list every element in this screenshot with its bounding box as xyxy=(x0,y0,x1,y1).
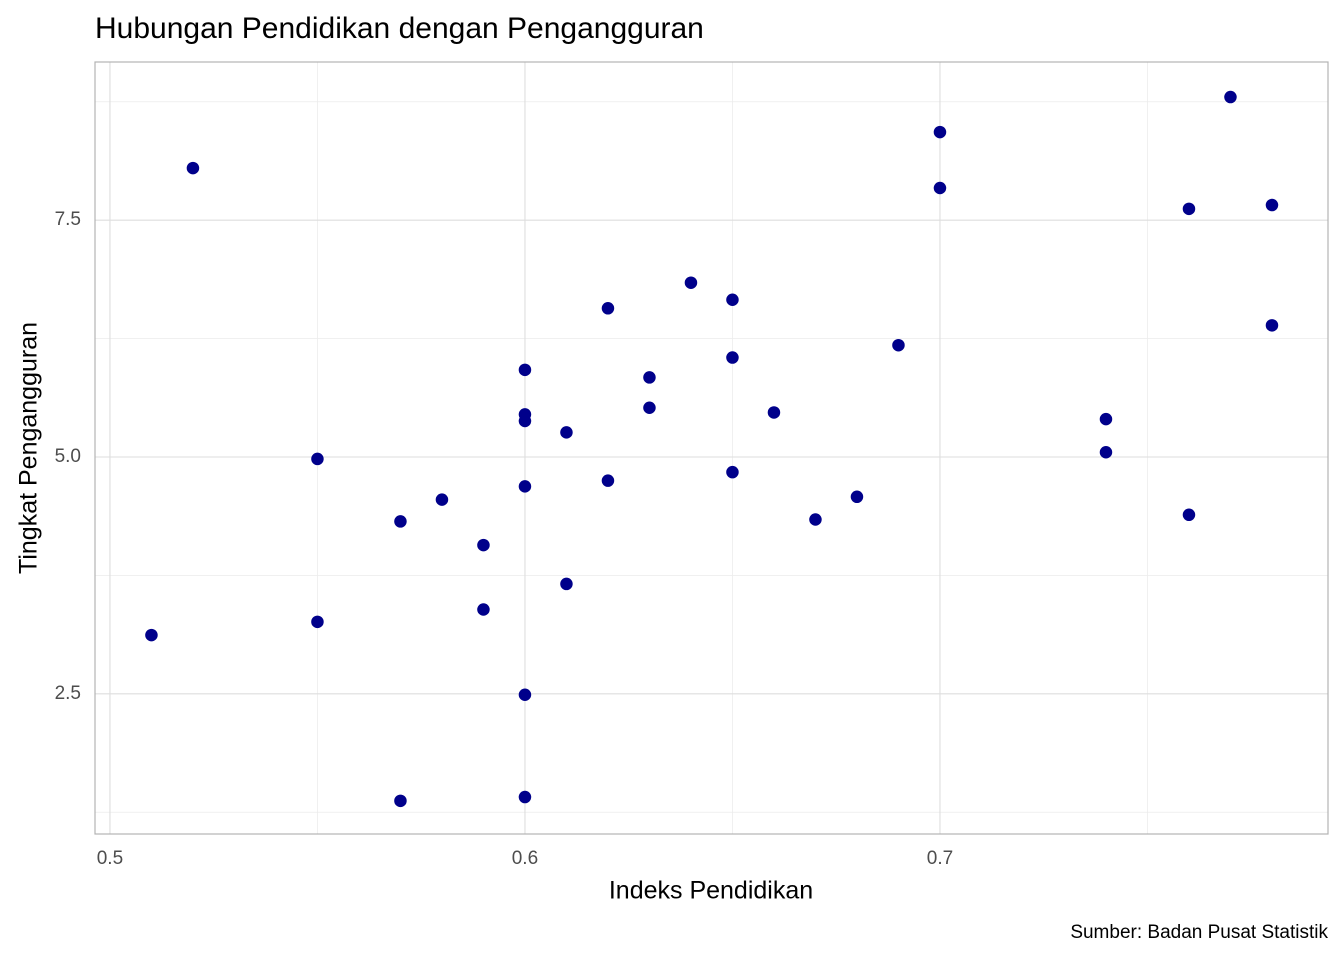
point xyxy=(726,465,739,479)
point xyxy=(518,790,532,804)
point xyxy=(477,603,490,616)
y-tick-label: 2.5 xyxy=(55,683,81,704)
point xyxy=(767,406,781,419)
point xyxy=(601,474,615,487)
point xyxy=(684,276,698,289)
x-tick-label: 0.5 xyxy=(97,848,123,869)
point xyxy=(311,615,324,629)
y-tick-label: 5.0 xyxy=(55,446,81,467)
point xyxy=(311,452,324,466)
point xyxy=(518,688,532,702)
point xyxy=(933,125,947,139)
panel-border xyxy=(94,61,1329,835)
y-axis-label: Tingkat Pengangguran xyxy=(15,322,43,574)
point xyxy=(1182,508,1196,522)
point xyxy=(933,181,947,195)
point xyxy=(560,577,573,591)
point xyxy=(1099,412,1113,426)
y-tick-label: 7.5 xyxy=(55,209,81,230)
x-axis-label: Indeks Pendidikan xyxy=(609,877,813,905)
point xyxy=(809,513,822,526)
point xyxy=(643,401,656,414)
point xyxy=(726,351,739,364)
point xyxy=(643,371,656,384)
chart-title: Hubungan Pendidikan dengan Pengangguran xyxy=(95,12,704,45)
point xyxy=(477,538,490,552)
point xyxy=(892,338,905,352)
point xyxy=(1182,202,1196,216)
point xyxy=(726,293,739,307)
point xyxy=(1265,198,1279,212)
point xyxy=(394,794,407,808)
point xyxy=(601,302,615,315)
point xyxy=(435,493,449,506)
x-tick-label: 0.7 xyxy=(927,848,953,869)
point xyxy=(1265,319,1279,332)
point xyxy=(518,414,532,428)
point xyxy=(1099,446,1113,459)
point xyxy=(850,490,864,504)
point xyxy=(560,426,573,439)
point xyxy=(518,480,532,493)
point xyxy=(394,515,407,528)
point xyxy=(1224,90,1237,104)
x-tick-label: 0.6 xyxy=(512,848,538,869)
point xyxy=(186,161,200,175)
point xyxy=(518,363,532,377)
point xyxy=(145,628,158,642)
caption: Sumber: Badan Pusat Statistik xyxy=(1070,922,1328,943)
